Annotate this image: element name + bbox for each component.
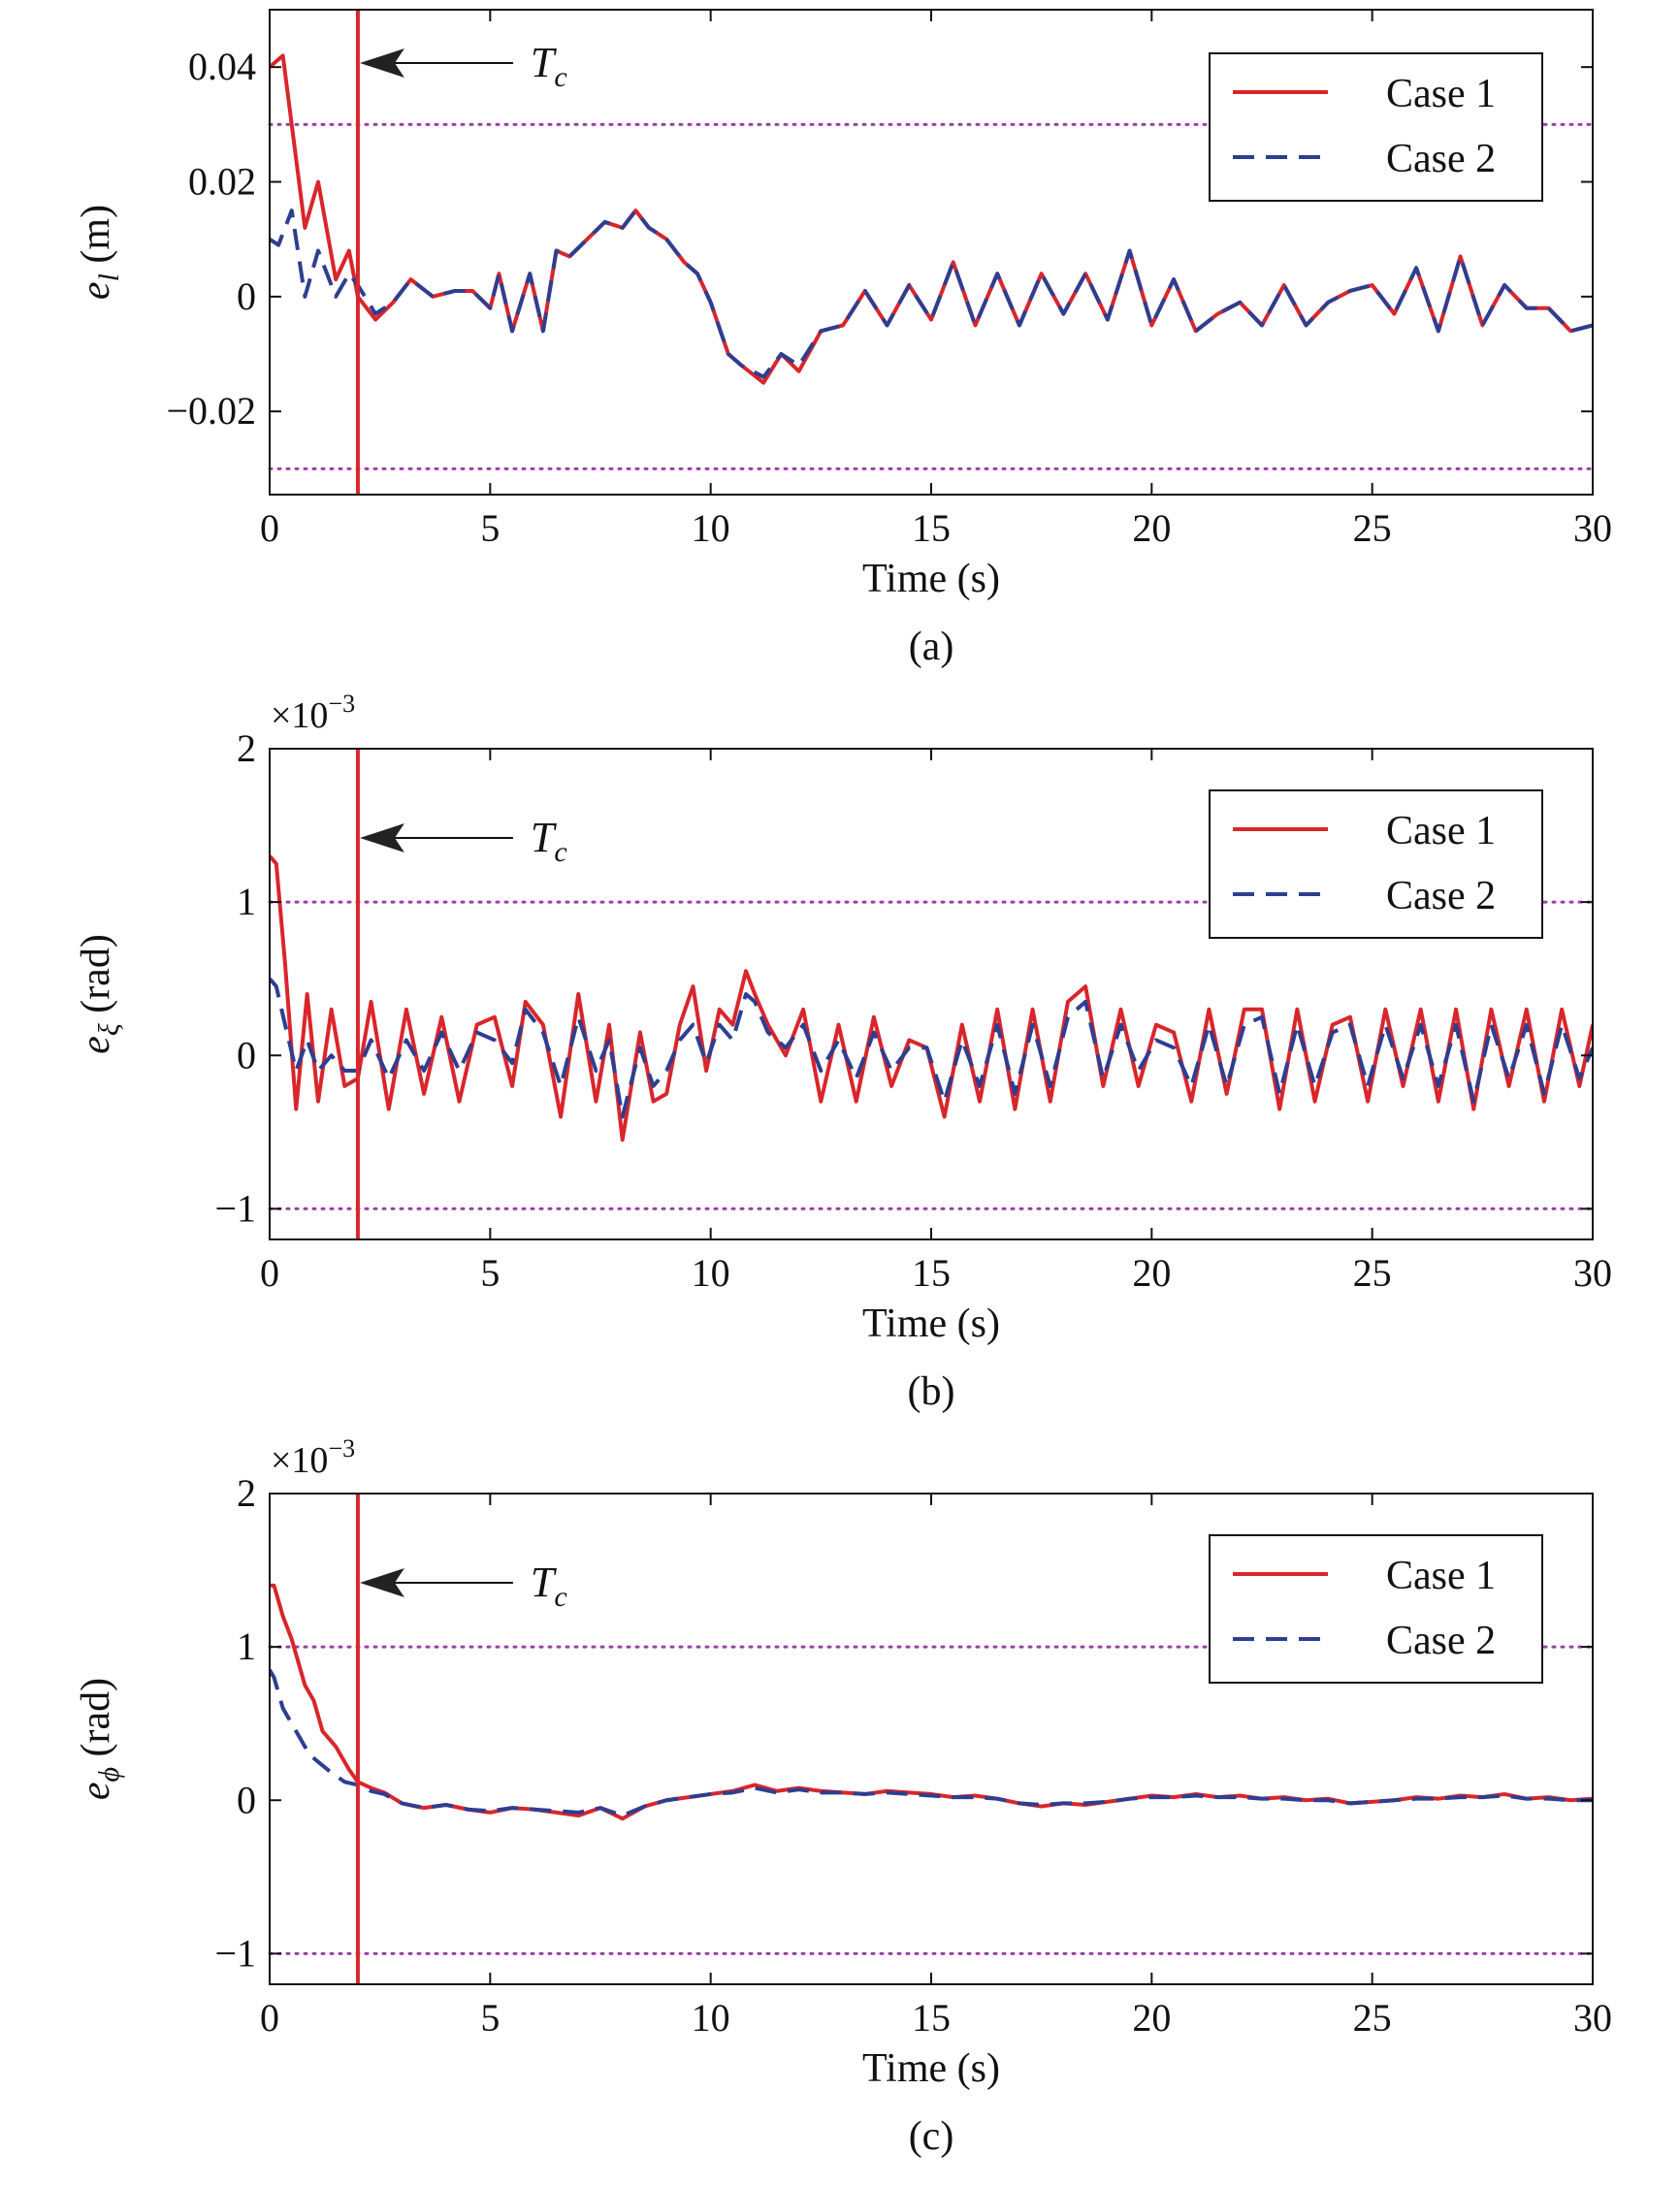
x-tick-label: 5 <box>480 506 500 550</box>
legend-box <box>1209 1534 1543 1684</box>
y-exponent-label: ×10−3 <box>271 690 355 736</box>
x-tick-label: 0 <box>260 506 279 550</box>
series-line-case-2 <box>270 977 1593 1119</box>
panel-caption: (c) <box>909 2114 954 2159</box>
legend-label-case-2: Case 2 <box>1386 137 1496 181</box>
legend-label-case-1: Case 1 <box>1386 1554 1496 1598</box>
x-tick-label: 30 <box>1573 1251 1612 1295</box>
y-axis-label: el (m) <box>74 205 125 300</box>
panel-caption: (a) <box>909 625 954 669</box>
y-exponent-label: ×10−3 <box>271 1434 355 1481</box>
y-tick-label: 0.02 <box>188 160 256 204</box>
series-line-case-2 <box>270 1668 1593 1818</box>
x-axis-label: Time (s) <box>862 1302 1000 1346</box>
legend-box <box>1209 789 1543 939</box>
x-tick-label: 25 <box>1353 506 1392 550</box>
x-tick-label: 0 <box>260 1996 279 2040</box>
y-tick-label: −1 <box>214 1931 256 1975</box>
y-tick-label: 2 <box>237 1471 256 1515</box>
y-tick-label: 0.04 <box>188 45 256 88</box>
x-axis-label: Time (s) <box>862 2046 1000 2091</box>
chart-panel-1: 0 5 10 15 20 25 30 −0.02 0 0.02 0.04 Time (s) (a) el … <box>74 9 1612 669</box>
x-tick-label: 25 <box>1353 1251 1392 1295</box>
x-tick-label: 15 <box>912 1996 951 2040</box>
x-tick-label: 0 <box>260 1251 279 1295</box>
legend: Case 1 Case 2 <box>1209 789 1543 939</box>
legend: Case 1 Case 2 <box>1209 1534 1543 1684</box>
x-tick-label: 30 <box>1573 1996 1612 2040</box>
y-tick-label: 0 <box>237 1778 256 1821</box>
x-tick-label: 10 <box>692 1251 730 1295</box>
y-axis-label: eξ (rad) <box>74 934 125 1054</box>
x-tick-label: 15 <box>912 1251 951 1295</box>
legend-label-case-1: Case 1 <box>1386 809 1496 853</box>
legend-box <box>1209 52 1543 202</box>
y-tick-label: 1 <box>237 1624 256 1668</box>
tc-arrow-head <box>359 1568 404 1597</box>
x-tick-label: 5 <box>480 1251 500 1295</box>
series-line-case-2 <box>270 209 1593 379</box>
y-tick-label: −1 <box>214 1186 256 1230</box>
x-tick-label: 25 <box>1353 1996 1392 2040</box>
x-tick-label: 20 <box>1132 1251 1171 1295</box>
series-line-case-1 <box>270 854 1593 1142</box>
tc-arrow-head <box>359 823 404 852</box>
y-axis-label: eϕ (rad) <box>74 1678 125 1800</box>
tc-annotation-label: Tc <box>531 1559 567 1613</box>
legend-label-case-2: Case 2 <box>1386 874 1496 918</box>
x-tick-label: 10 <box>692 506 730 550</box>
y-tick-label: 0 <box>237 1033 256 1077</box>
x-axis-label: Time (s) <box>862 557 1000 601</box>
x-tick-label: 10 <box>692 1996 730 2040</box>
tc-arrow-head <box>359 48 404 78</box>
y-tick-label: 0 <box>237 274 256 318</box>
x-tick-label: 5 <box>480 1996 500 2040</box>
x-tick-label: 20 <box>1132 1996 1171 2040</box>
panel-caption: (b) <box>908 1369 955 1414</box>
legend-label-case-1: Case 1 <box>1386 72 1496 116</box>
tc-annotation-label: Tc <box>531 814 567 868</box>
x-tick-label: 20 <box>1132 506 1171 550</box>
y-tick-label: 1 <box>237 880 256 923</box>
tc-annotation-label: Tc <box>531 39 567 93</box>
legend-label-case-2: Case 2 <box>1386 1619 1496 1663</box>
y-tick-label: −0.02 <box>166 389 256 433</box>
y-tick-label: 2 <box>237 726 256 770</box>
x-tick-label: 30 <box>1573 506 1612 550</box>
x-tick-label: 15 <box>912 506 951 550</box>
legend: Case 1 Case 2 <box>1209 52 1543 202</box>
